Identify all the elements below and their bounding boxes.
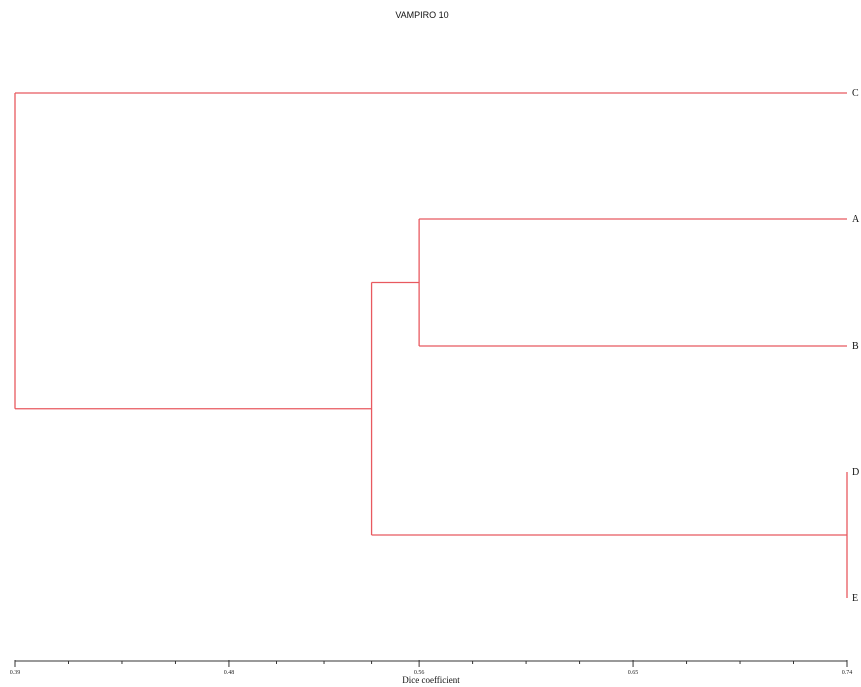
tick-label: 0.56 xyxy=(414,670,425,676)
leaf-label-b: B xyxy=(852,341,859,352)
leaf-label-d: D xyxy=(852,467,859,478)
chart-title: VAMPIRO 10 xyxy=(395,10,448,20)
tick-label: 0.65 xyxy=(628,670,639,676)
leaf-labels: C A B D E xyxy=(852,88,860,604)
tick-label: 0.74 xyxy=(842,670,853,676)
leaf-label-e: E xyxy=(852,593,858,604)
dendrogram-branches xyxy=(14,92,848,598)
leaf-label-c: C xyxy=(852,88,859,99)
x-axis-title: Dice coefficient xyxy=(402,675,460,685)
x-axis: 0.39 0.48 0.56 0.65 0.74 xyxy=(10,660,853,676)
leaf-label-a: A xyxy=(852,214,860,225)
tick-label: 0.39 xyxy=(10,670,21,676)
tick-label: 0.48 xyxy=(224,670,235,676)
